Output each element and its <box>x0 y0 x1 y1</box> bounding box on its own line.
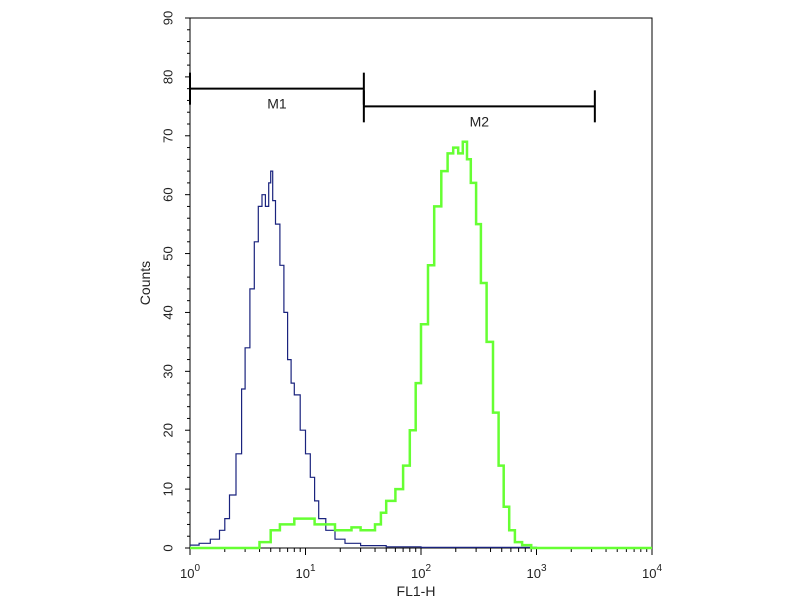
histogram-series-2 <box>190 140 652 550</box>
y-tick-label: 10 <box>161 482 176 496</box>
plot-frame <box>189 17 653 549</box>
x-axis-label: FL1-H <box>397 583 436 599</box>
y-axis: 0 10 20 30 40 50 60 70 80 90 <box>161 11 190 552</box>
x-tick-label: 104 <box>642 563 662 581</box>
y-tick-label: 40 <box>161 305 176 319</box>
gate-label: M2 <box>470 113 490 129</box>
x-tick-label: 100 <box>180 563 200 581</box>
gate-m2: M2 <box>362 90 596 129</box>
gate-m1: M1 <box>189 72 365 112</box>
y-tick-label: 90 <box>161 11 176 25</box>
y-tick-label: 20 <box>161 423 176 437</box>
gate-label: M1 <box>267 96 287 112</box>
x-tick-label: 101 <box>295 563 315 581</box>
y-tick-label: 60 <box>161 187 176 201</box>
x-tick-label: 103 <box>526 563 546 581</box>
y-tick-label: 30 <box>161 364 176 378</box>
x-tick-label: 102 <box>411 563 431 581</box>
histogram-series-1 <box>190 170 652 549</box>
y-tick-label: 70 <box>161 129 176 143</box>
x-axis: 100 101 102 103 104 <box>180 548 662 581</box>
y-tick-label: 0 <box>161 544 176 551</box>
y-tick-label: 80 <box>161 70 176 84</box>
gates-layer: M1 M2 <box>189 72 596 129</box>
y-tick-label: 50 <box>161 246 176 260</box>
y-axis-label: Counts <box>137 261 153 305</box>
series-layer <box>190 140 652 550</box>
